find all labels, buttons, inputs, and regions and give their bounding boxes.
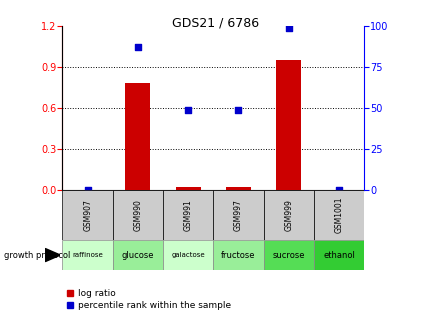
Bar (263, 240, 313, 270)
Polygon shape (45, 249, 60, 262)
Text: growth protocol: growth protocol (4, 250, 71, 260)
Bar (175, 187, 200, 190)
Bar (62, 240, 113, 270)
Point (285, 25, 292, 30)
Bar (313, 240, 363, 270)
Bar (276, 60, 301, 190)
Bar (125, 83, 150, 190)
Text: glucose: glucose (121, 250, 154, 260)
Bar (213, 240, 263, 270)
Text: GSM991: GSM991 (183, 199, 192, 231)
Point (134, 45, 141, 50)
Bar (113, 190, 163, 240)
Text: GSM990: GSM990 (133, 199, 142, 231)
Text: GSM997: GSM997 (233, 199, 243, 231)
Text: GDS21 / 6786: GDS21 / 6786 (172, 16, 258, 29)
Text: GSM907: GSM907 (83, 199, 92, 231)
Legend: log ratio, percentile rank within the sample: log ratio, percentile rank within the sa… (67, 289, 230, 310)
Text: raffinose: raffinose (72, 252, 103, 258)
Bar (263, 190, 313, 240)
Text: galactose: galactose (171, 252, 205, 258)
Text: ethanol: ethanol (322, 250, 354, 260)
Point (184, 107, 191, 112)
Bar (213, 190, 263, 240)
Text: fructose: fructose (221, 250, 255, 260)
Point (84, 187, 91, 192)
Bar (163, 190, 213, 240)
Bar (313, 190, 363, 240)
Bar (225, 187, 250, 190)
Text: sucrose: sucrose (272, 250, 304, 260)
Bar (113, 240, 163, 270)
Point (234, 107, 241, 112)
Text: GSM999: GSM999 (284, 199, 292, 231)
Point (335, 187, 342, 192)
Text: GSM1001: GSM1001 (334, 197, 343, 233)
Bar (163, 240, 213, 270)
Bar (62, 190, 113, 240)
